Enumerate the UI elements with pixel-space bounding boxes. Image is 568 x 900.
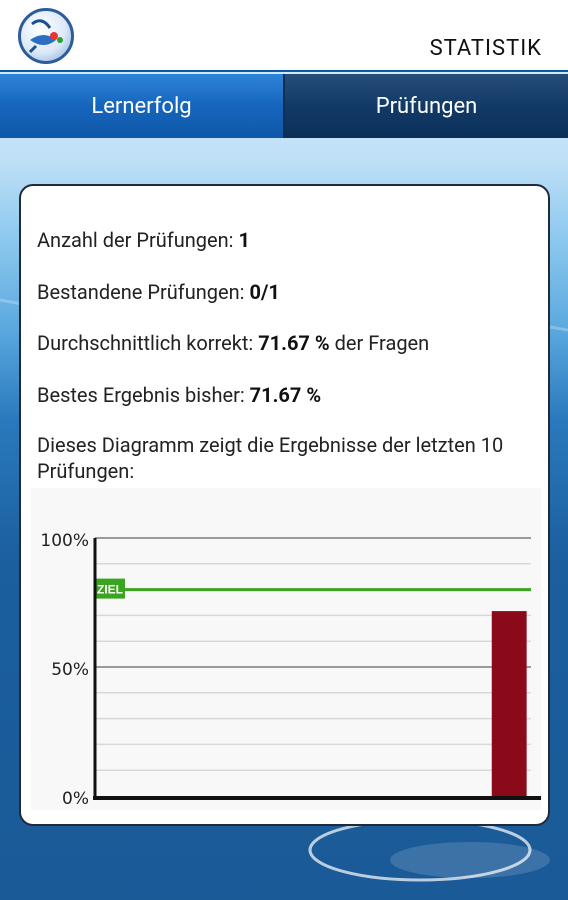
app-header: STATISTIK	[0, 0, 568, 72]
stat-average-correct: Durchschnittlich korrekt: 71.67 % der Fr…	[37, 331, 429, 355]
stat-best-label: Bestes Ergebnis bisher:	[37, 383, 250, 407]
goal-label: ZIEL	[97, 583, 123, 597]
statistics-card: Anzahl der Prüfungen: 1 Bestandene Prüfu…	[19, 184, 550, 826]
stat-average-label: Durchschnittlich korrekt:	[37, 331, 259, 355]
goal-label-box	[95, 578, 125, 599]
results-chart: ZIEL 0% 50% 100%	[31, 488, 541, 810]
stat-passed-label: Bestandene Prüfungen:	[37, 280, 250, 304]
stat-average-value: 71.67 %	[258, 331, 330, 355]
results-chart-svg: ZIEL 0% 50% 100%	[40, 531, 541, 809]
stat-passed-exams: Bestandene Prüfungen: 0/1	[37, 280, 280, 304]
y-tick-label: 50%	[51, 660, 89, 680]
stat-best-result: Bestes Ergebnis bisher: 71.67 %	[37, 383, 321, 407]
page-title: STATISTIK	[429, 36, 542, 61]
stat-passed-value: 0/1	[249, 280, 280, 304]
fish-logo-icon	[28, 19, 63, 54]
stat-average-suffix: der Fragen	[329, 331, 430, 355]
stat-exam-count: Anzahl der Prüfungen: 1	[37, 228, 250, 252]
y-tick-label: 100%	[40, 531, 89, 551]
app-logo[interactable]	[18, 8, 74, 64]
tab-pruefungen[interactable]: Prüfungen	[285, 74, 568, 138]
tab-bar: Lernerfolg Prüfungen	[0, 74, 568, 138]
chart-caption: Dieses Diagramm zeigt die Ergebnisse der…	[37, 433, 504, 483]
stat-exam-count-label: Anzahl der Prüfungen:	[37, 228, 239, 252]
y-tick-label: 0%	[62, 789, 89, 809]
result-bar	[491, 611, 527, 796]
stat-exam-count-value: 1	[238, 228, 250, 252]
tab-lernerfolg[interactable]: Lernerfolg	[0, 74, 285, 138]
stat-best-value: 71.67 %	[249, 383, 322, 407]
